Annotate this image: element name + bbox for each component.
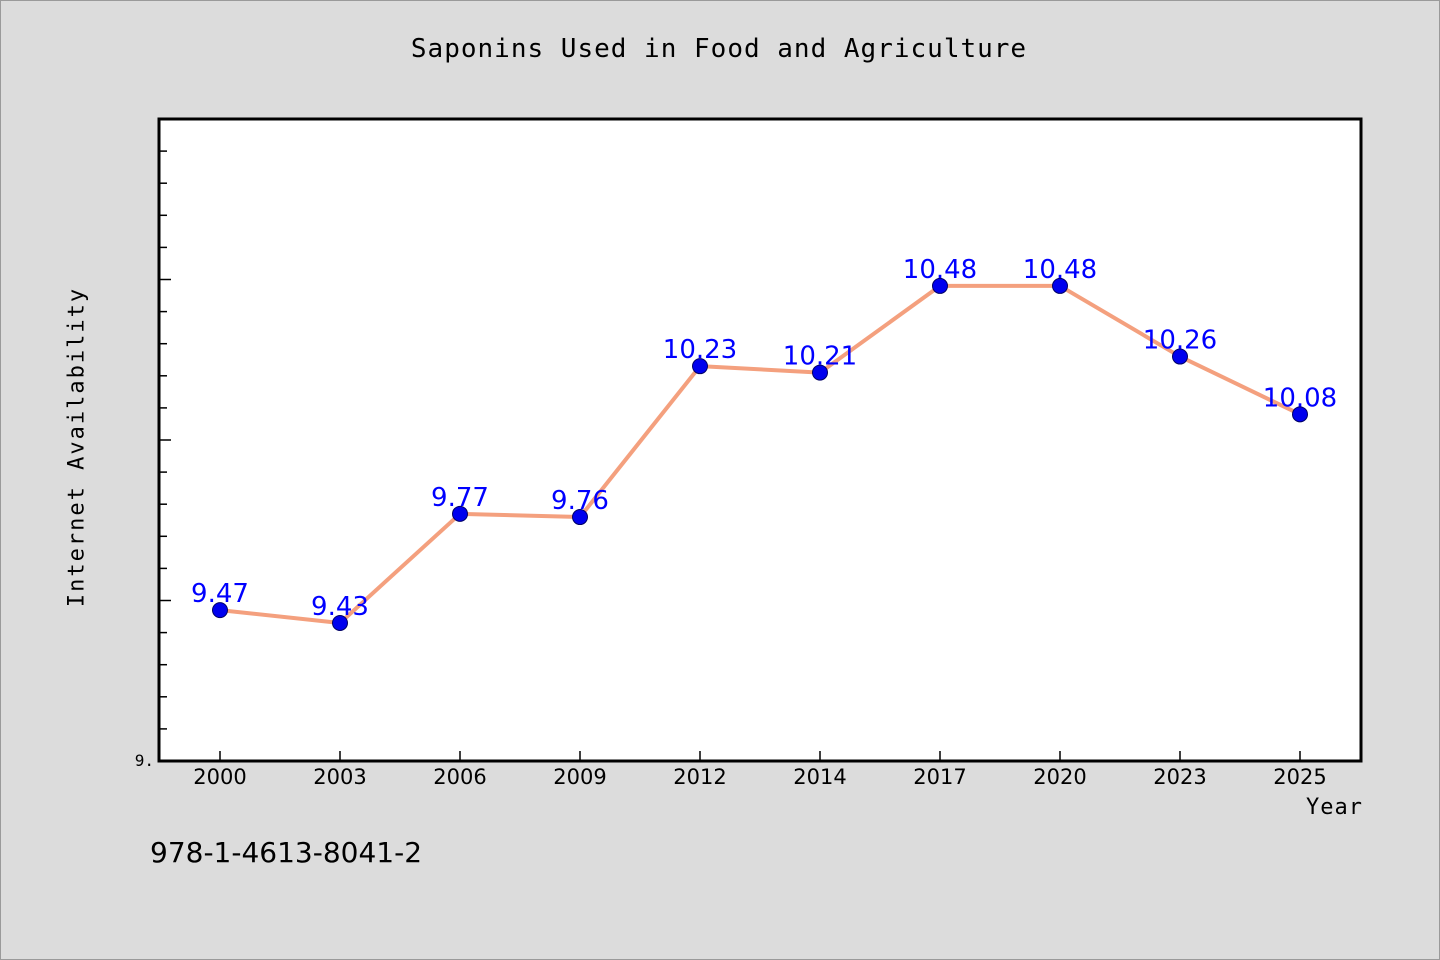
- data-point: [692, 358, 708, 375]
- data-label: 9.77: [431, 483, 489, 513]
- y-axis-ticks: 9.: [135, 150, 171, 770]
- data-label: 9.43: [311, 592, 369, 622]
- x-tick-label: 2014: [793, 765, 846, 789]
- x-tick-label: 2025: [1273, 765, 1326, 789]
- x-tick-label: 2000: [193, 765, 246, 789]
- data-label: 9.76: [551, 486, 609, 516]
- x-tick-label: 2020: [1033, 765, 1086, 789]
- data-point: [932, 277, 948, 294]
- x-axis-label: Year: [1306, 795, 1363, 820]
- data-label: 10.48: [903, 255, 977, 285]
- chart-title: Saponins Used in Food and Agriculture: [410, 34, 1028, 64]
- data-label: 10.08: [1263, 383, 1337, 413]
- x-tick-label: 2006: [433, 765, 486, 789]
- x-tick-label: 2009: [553, 765, 606, 789]
- data-label: 10.48: [1023, 255, 1097, 285]
- x-tick-label: 2023: [1153, 765, 1206, 789]
- x-axis-ticks: 2000 2003 2006 2009 2012 2014 2017 2020 2023 2025: [193, 751, 1327, 789]
- isbn-text: 978-1-4613-8041-2: [150, 836, 423, 869]
- series-line: [219, 283, 1301, 625]
- series-group: 9.47 9.43 9.77 9.76 10.23 10.21 10.48 10.48 10.2…: [191, 255, 1337, 631]
- data-point: [1052, 277, 1068, 294]
- data-label: 10.23: [663, 335, 737, 365]
- data-point: [572, 509, 588, 526]
- plot-area: [157, 117, 1363, 763]
- data-label: 9.47: [191, 579, 249, 609]
- x-tick-label: 2003: [313, 765, 366, 789]
- data-point: [332, 614, 348, 631]
- data-label: 10.26: [1143, 326, 1217, 356]
- data-point: [1172, 348, 1188, 365]
- data-point: [812, 364, 828, 381]
- data-point: [452, 505, 468, 522]
- data-label: 10.21: [783, 342, 857, 372]
- y-tick-label: 9.: [135, 751, 154, 770]
- data-point: [1292, 406, 1308, 423]
- data-point: [212, 602, 228, 619]
- x-tick-label: 2017: [913, 765, 966, 789]
- x-tick-label: 2012: [673, 765, 726, 789]
